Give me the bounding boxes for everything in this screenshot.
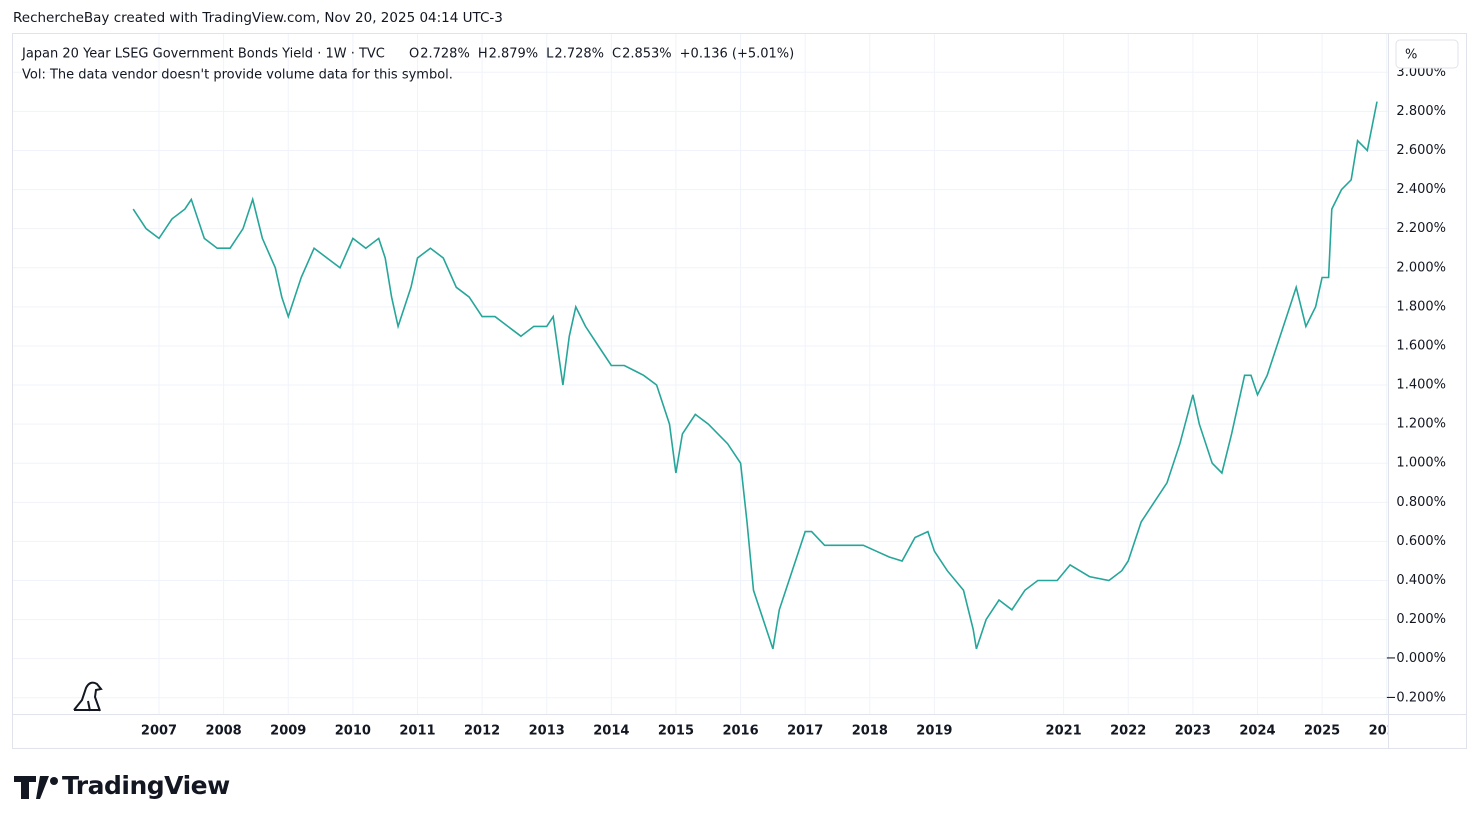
x-tick-label: 2018 — [852, 724, 888, 739]
y-tick-label: 2.400% — [1396, 182, 1446, 197]
y-tick-label: 2.200% — [1396, 221, 1446, 236]
quote-change: +0.136 (+5.01%) — [680, 47, 795, 62]
x-tick-label: 2016 — [722, 724, 758, 739]
y-tick-label: 0.800% — [1396, 495, 1446, 510]
x-tick-label: 2023 — [1175, 724, 1211, 739]
x-tick-label: 2012 — [464, 724, 500, 739]
quote-value: 2.728% — [554, 47, 604, 62]
x-tick-label: 2017 — [787, 724, 823, 739]
x-tick-label: 2007 — [141, 724, 177, 739]
y-tick-label: 2.800% — [1396, 104, 1446, 119]
y-tick-label: 2.000% — [1396, 260, 1446, 275]
x-tick-label: 2025 — [1304, 724, 1340, 739]
logo-dot — [50, 777, 58, 785]
logo-text: TradingView — [62, 771, 230, 800]
quote-label: L — [546, 47, 554, 62]
y-tick-label: −0.200% — [1386, 690, 1446, 705]
quote-label: C — [612, 47, 621, 62]
x-tick-label: 2014 — [593, 724, 629, 739]
y-tick-label: 1.000% — [1396, 456, 1446, 471]
unit-button[interactable]: % — [1405, 48, 1417, 63]
volume-note: Vol: The data vendor doesn't provide vol… — [22, 68, 453, 83]
x-tick-label: 2024 — [1239, 724, 1275, 739]
yield-line — [132, 101, 1378, 650]
y-tick-label: −0.000% — [1386, 651, 1446, 666]
y-tick-label: 0.200% — [1396, 612, 1446, 627]
chart-frame — [12, 33, 1467, 749]
x-tick-labels: 2007 2008 2009 2010 2011 2012 2013 2014 2015 2016… — [141, 724, 1405, 739]
quote-value: 2.853% — [622, 47, 672, 62]
x-tick-label: 2011 — [399, 724, 435, 739]
y-tick-label: 1.200% — [1396, 417, 1446, 432]
y-tick-label: 0.600% — [1396, 534, 1446, 549]
y-tick-label: 3.000% — [1396, 65, 1446, 80]
logo-mark — [14, 776, 49, 799]
y-tick-label: 2.600% — [1396, 143, 1446, 158]
unit-button-bg[interactable] — [1395, 39, 1459, 69]
quote-value: 2.879% — [489, 47, 539, 62]
x-tick-label: 2015 — [658, 724, 694, 739]
y-tick-label: 1.800% — [1396, 299, 1446, 314]
quote-label: O — [409, 47, 419, 62]
x-tick-label: 2008 — [206, 724, 242, 739]
x-tick-label: 2010 — [335, 724, 371, 739]
credit-line: RechercheBay created with TradingView.co… — [13, 10, 503, 26]
x-tick-label: 2021 — [1046, 724, 1082, 739]
symbol-title[interactable]: Japan 20 Year LSEG Government Bonds Yiel… — [21, 47, 385, 62]
x-tick-label: 2022 — [1110, 724, 1146, 739]
x-tick-label: 2026 — [1369, 724, 1405, 739]
y-tick-label: 1.400% — [1396, 378, 1446, 393]
y-tick-label: 0.400% — [1396, 573, 1446, 588]
dino-icon[interactable] — [73, 681, 103, 712]
x-tick-label: 2009 — [270, 724, 306, 739]
quote-label: H — [478, 47, 488, 62]
x-tick-label: 2013 — [529, 724, 565, 739]
y-tick-label: 1.600% — [1396, 338, 1446, 353]
x-tick-label: 2019 — [916, 724, 952, 739]
quote-value: 2.728% — [420, 47, 470, 62]
